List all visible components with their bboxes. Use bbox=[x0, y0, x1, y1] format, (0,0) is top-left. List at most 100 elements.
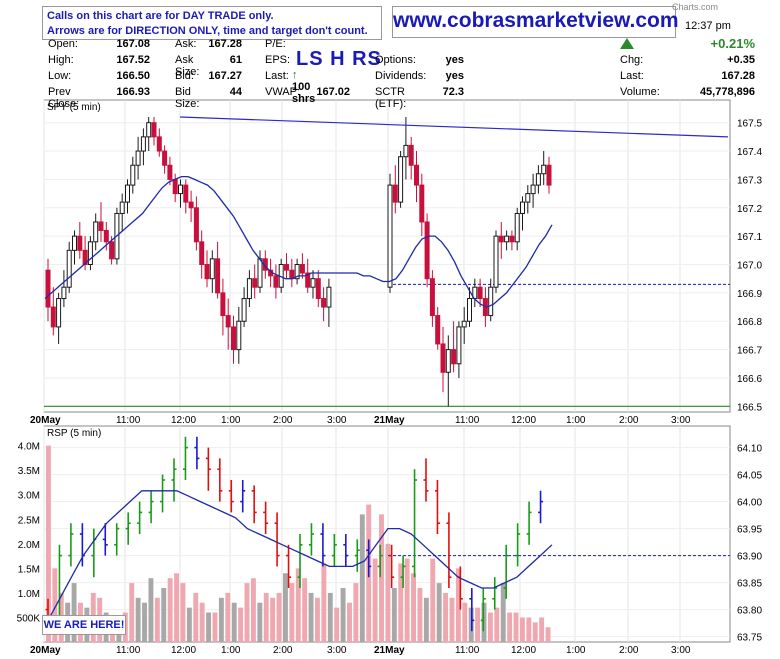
spy-x-tick-label: 11:00 bbox=[116, 415, 141, 426]
spy-s1-candle bbox=[119, 201, 125, 214]
last2-value: 167.28 bbox=[721, 70, 755, 82]
spy-s1-candle bbox=[199, 241, 205, 266]
spy-s1-candle bbox=[294, 264, 300, 280]
spy-panel-frame bbox=[43, 99, 731, 413]
low-value: 166.50 bbox=[116, 70, 150, 82]
spy-s2-candle bbox=[456, 326, 462, 365]
volume-tick-label: 3.5M bbox=[18, 466, 40, 477]
volume-bar bbox=[52, 568, 58, 642]
spy-s1-candle bbox=[167, 164, 173, 180]
spy-y-tick-label: 167.4 bbox=[737, 147, 762, 158]
volume-bar bbox=[417, 588, 423, 642]
spy-s2-candle bbox=[461, 320, 467, 328]
spy-y-tick-label: 167.3 bbox=[737, 175, 762, 186]
volume-bar bbox=[263, 592, 269, 642]
pe-label: P/E: bbox=[265, 38, 286, 50]
volume-bar bbox=[340, 588, 346, 642]
volume-bar bbox=[46, 445, 51, 642]
low-label: Low: bbox=[48, 70, 72, 82]
spy-s1-candle bbox=[61, 286, 67, 300]
volume-bar bbox=[231, 602, 237, 642]
volume-bar bbox=[532, 622, 538, 642]
spy-s1-candle bbox=[98, 221, 104, 231]
quote-time: 12:37 pm bbox=[685, 20, 731, 32]
volume-bar bbox=[193, 592, 199, 642]
spy-y-tick-label: 167.0 bbox=[737, 261, 762, 272]
spy-y-tick-label: 166.6 bbox=[737, 374, 762, 385]
spy-s1-candle bbox=[236, 320, 242, 351]
spy-s1-candle bbox=[246, 278, 252, 300]
volume-bar bbox=[180, 583, 186, 642]
high-label: High: bbox=[48, 54, 74, 66]
last-shares-value: 100 shrs bbox=[292, 81, 316, 105]
spy-s2-candle bbox=[493, 235, 499, 288]
volume-bar bbox=[250, 578, 256, 642]
volume-bar bbox=[142, 602, 147, 642]
bid-value: 167.27 bbox=[208, 70, 242, 82]
site-banner[interactable]: www.cobrasmarketview.com bbox=[392, 6, 679, 38]
volume-tick-label: 3.0M bbox=[18, 491, 40, 502]
spy-s1-candle bbox=[135, 150, 141, 166]
volume-bar bbox=[270, 597, 276, 642]
ask-size-value: 61 bbox=[229, 54, 242, 66]
spy-s2-candle bbox=[387, 184, 393, 288]
day-trade-note: Calls on this chart are for DAY TRADE on… bbox=[42, 6, 382, 40]
bid-label: Bid: bbox=[175, 70, 194, 82]
volume-bar bbox=[257, 602, 263, 642]
volume-bar bbox=[282, 573, 288, 642]
spy-x-tick-label: 21May bbox=[374, 415, 405, 426]
volume-bar bbox=[411, 573, 416, 642]
volume-bar bbox=[289, 583, 295, 642]
high-value: 167.52 bbox=[116, 54, 150, 66]
spy-y-tick-label: 167.1 bbox=[737, 232, 762, 243]
volume-bar bbox=[212, 612, 218, 642]
spy-s2-candle bbox=[541, 164, 547, 175]
spy-s1-candle bbox=[162, 150, 168, 166]
spy-s2-candle bbox=[398, 156, 404, 203]
spy-y-tick-label: 166.8 bbox=[737, 317, 762, 328]
volume-bar bbox=[276, 592, 282, 642]
spy-s1-candle bbox=[151, 122, 157, 138]
volume-bar bbox=[334, 607, 340, 642]
rsp-x-tick-label: 12:00 bbox=[171, 645, 196, 656]
spy-s2-candle bbox=[509, 235, 515, 243]
spy-s1-candle bbox=[66, 249, 72, 288]
spy-s1-candle bbox=[193, 207, 199, 243]
spy-s2-candle bbox=[504, 235, 510, 243]
rsp-x-tick-label: 1:00 bbox=[566, 645, 586, 656]
rsp-x-tick-label: 2:00 bbox=[619, 645, 639, 656]
we-are-here-label: WE ARE HERE! bbox=[42, 615, 126, 635]
volume-bar bbox=[186, 607, 192, 642]
spy-s2-candle bbox=[403, 144, 409, 158]
spy-x-tick-label: 11:00 bbox=[455, 415, 480, 426]
spy-s1-candle bbox=[299, 264, 305, 274]
spy-s2-candle bbox=[525, 193, 531, 203]
spy-s1-candle bbox=[130, 164, 136, 186]
rsp-x-tick-label: 11:00 bbox=[116, 645, 141, 656]
volume-bar bbox=[449, 597, 455, 642]
volume-bar bbox=[199, 602, 205, 642]
spy-s1-candle bbox=[82, 249, 88, 266]
spy-s1-candle bbox=[93, 221, 99, 243]
volume-bar bbox=[443, 592, 449, 642]
spy-s1-candle bbox=[315, 278, 321, 300]
spy-s1-candle bbox=[72, 235, 77, 251]
spy-s1-candle bbox=[178, 184, 183, 195]
volume-bar bbox=[487, 612, 493, 642]
spy-s1-candle bbox=[77, 235, 83, 251]
spy-s1-candle bbox=[310, 278, 316, 288]
spy-x-tick-label: 12:00 bbox=[511, 415, 536, 426]
spy-s1-candle bbox=[305, 272, 311, 288]
spy-s1-candle bbox=[45, 269, 51, 308]
vwap-value: 167.02 bbox=[316, 86, 350, 98]
spy-s2-candle bbox=[535, 173, 541, 186]
volume-bar bbox=[308, 592, 314, 642]
volume-bar bbox=[526, 617, 532, 642]
spy-s1-candle bbox=[289, 269, 295, 280]
spy-s1-candle bbox=[241, 298, 247, 322]
rsp-x-tick-label: 20May bbox=[30, 645, 61, 656]
spy-moving-average bbox=[44, 175, 553, 308]
volume-bar bbox=[500, 583, 506, 642]
volume-bar bbox=[398, 563, 404, 642]
spy-y-tick-label: 166.7 bbox=[737, 346, 762, 357]
